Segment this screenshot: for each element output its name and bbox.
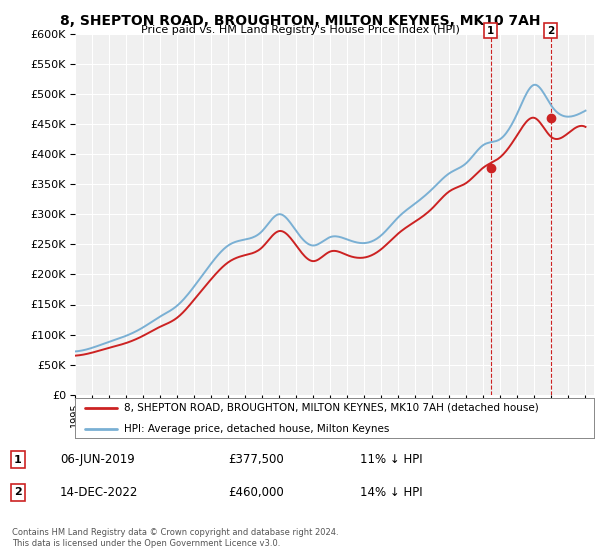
Text: 14% ↓ HPI: 14% ↓ HPI <box>360 486 422 499</box>
Text: 2: 2 <box>14 487 22 497</box>
Text: 8, SHEPTON ROAD, BROUGHTON, MILTON KEYNES, MK10 7AH: 8, SHEPTON ROAD, BROUGHTON, MILTON KEYNE… <box>60 14 540 28</box>
Text: 11% ↓ HPI: 11% ↓ HPI <box>360 453 422 466</box>
Text: HPI: Average price, detached house, Milton Keynes: HPI: Average price, detached house, Milt… <box>124 424 389 434</box>
Text: 8, SHEPTON ROAD, BROUGHTON, MILTON KEYNES, MK10 7AH (detached house): 8, SHEPTON ROAD, BROUGHTON, MILTON KEYNE… <box>124 403 539 413</box>
Text: 1: 1 <box>14 455 22 465</box>
Text: £460,000: £460,000 <box>228 486 284 499</box>
Text: £377,500: £377,500 <box>228 453 284 466</box>
Text: 14-DEC-2022: 14-DEC-2022 <box>60 486 139 499</box>
Text: Contains HM Land Registry data © Crown copyright and database right 2024.
This d: Contains HM Land Registry data © Crown c… <box>12 528 338 548</box>
Text: 2: 2 <box>547 26 554 36</box>
Text: 1: 1 <box>487 26 494 36</box>
Text: Price paid vs. HM Land Registry's House Price Index (HPI): Price paid vs. HM Land Registry's House … <box>140 25 460 35</box>
Text: 06-JUN-2019: 06-JUN-2019 <box>60 453 135 466</box>
